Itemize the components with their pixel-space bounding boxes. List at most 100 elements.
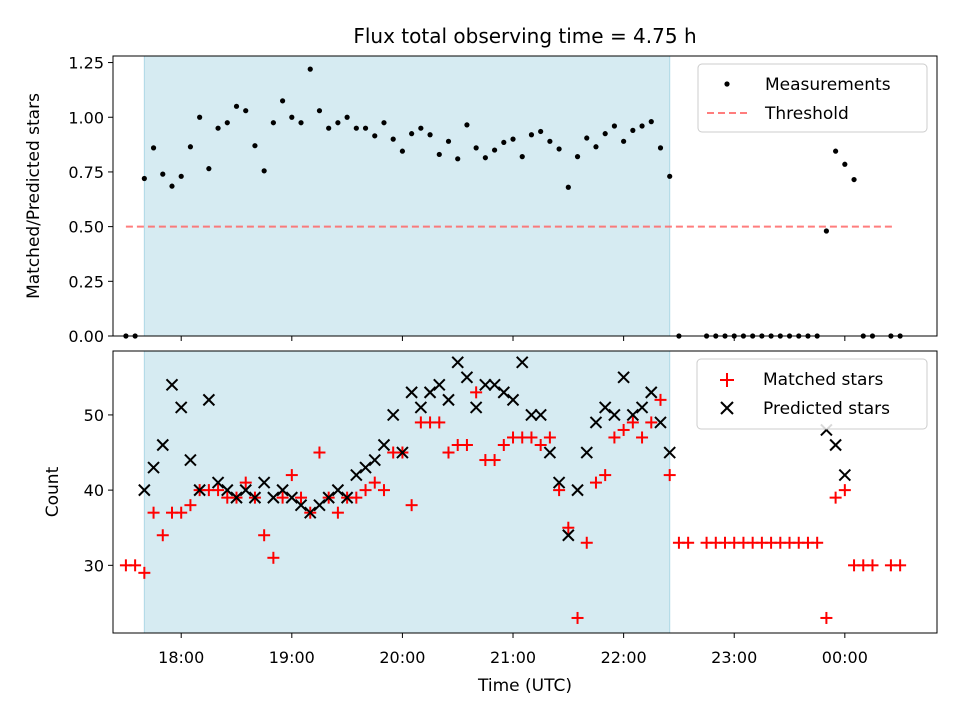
y-tick-label: 0.00 (68, 327, 104, 346)
matched-star-point (599, 469, 612, 482)
predicted-star-point (414, 401, 428, 414)
matched-star-point (534, 439, 547, 451)
y-tick-label: 0.75 (68, 163, 104, 182)
predicted-star-point (368, 453, 381, 467)
measurement-point (547, 138, 553, 144)
matched-star-point (497, 439, 510, 451)
measurement-point (639, 123, 645, 129)
predicted-star-point (248, 491, 262, 504)
top-chart-panel: Flux total observing time = 4.75 h 0.000… (24, 24, 938, 346)
measurement-point (648, 119, 654, 125)
measurement-point (270, 120, 276, 126)
measurement-point (621, 138, 627, 144)
predicted-star-point (598, 401, 612, 414)
matched-star-point (267, 551, 280, 564)
measurement-point (178, 173, 184, 179)
bottom-y-axis-label: Count (43, 466, 63, 517)
matched-star-point (866, 559, 879, 572)
measurement-point (150, 145, 157, 151)
observing-window-rect (143, 55, 671, 337)
top-x-axis-ticks (180, 336, 846, 341)
measurement-point (372, 133, 378, 139)
measurement-point (381, 120, 387, 126)
predicted-star-point (340, 491, 354, 504)
y-tick-label: 0.50 (68, 218, 104, 237)
measurement-point (289, 114, 295, 120)
predicted-star-point (294, 498, 308, 512)
measurement-point (224, 120, 230, 126)
predicted-star-point (497, 386, 511, 399)
predicted-star-point (276, 483, 289, 497)
predicted-star-point (147, 461, 160, 474)
matched-star-point (571, 611, 584, 624)
x-tick-label: 20:00 (379, 648, 425, 667)
measurement-point (169, 183, 175, 189)
predicted-star-point (460, 371, 474, 384)
measurement-point (279, 98, 286, 104)
predicted-star-point (184, 453, 197, 467)
measurement-point (528, 132, 535, 138)
measurement-point (409, 131, 415, 137)
matched-star-point (553, 484, 566, 497)
legend-predicted-label: Predicted stars (763, 399, 890, 419)
matched-star-point (212, 484, 225, 497)
y-tick-label: 0.25 (68, 272, 104, 291)
predicted-star-point (654, 416, 667, 429)
predicted-star-point (442, 393, 455, 407)
measurement-point (851, 176, 857, 183)
measurement-point (353, 125, 359, 131)
matched-star-point (285, 469, 298, 482)
predicted-star-point (304, 506, 317, 519)
matched-star-point (405, 499, 418, 512)
predicted-star-point (626, 408, 640, 422)
predicted-star-point (193, 483, 206, 497)
predicted-star-point (506, 393, 520, 407)
measurement-point (455, 156, 461, 162)
measurement-point (399, 148, 406, 154)
predicted-star-point (838, 468, 852, 482)
measurement-point (556, 146, 562, 152)
x-tick-label: 00:00 (822, 648, 868, 667)
legend-matched-marker (720, 373, 734, 387)
measurement-point (510, 136, 516, 142)
measurement-point (261, 168, 267, 174)
measurement-point (833, 148, 839, 154)
measurement-point (436, 151, 442, 158)
matched-star-point (331, 506, 344, 519)
predicted-star-point (571, 483, 584, 497)
legend-measurements-label: Measurements (765, 75, 891, 95)
measurement-point (243, 108, 249, 114)
matched-star-point (838, 484, 851, 497)
measurement-point (482, 155, 488, 161)
measurement-point (538, 128, 544, 135)
matched-star-point (276, 491, 289, 504)
matched-star-point (636, 431, 649, 444)
predicted-star-point (322, 491, 335, 504)
predicted-star-point (405, 386, 418, 399)
matched-star-point (562, 521, 575, 534)
measurement-point (206, 166, 212, 172)
matched-star-point (138, 566, 151, 579)
measurement-point (316, 108, 323, 114)
measurement-point (501, 139, 507, 146)
x-tick-label: 23:00 (711, 648, 757, 667)
x-axis-label: Time (UTC) (477, 676, 572, 696)
measurement-point (335, 120, 341, 126)
predicted-star-point (267, 491, 280, 504)
predicted-star-point (350, 468, 363, 482)
matched-star-point (433, 416, 446, 429)
matched-star-point (829, 491, 842, 504)
observing-window-shade-top (143, 55, 671, 337)
measurement-point (197, 114, 203, 120)
matched-star-point (645, 416, 658, 429)
matched-star-point (175, 506, 188, 519)
measurement-point (667, 173, 673, 179)
matched-star-point (608, 431, 621, 444)
observing-window-rect (143, 350, 671, 634)
x-tick-label: 22:00 (601, 648, 647, 667)
y-tick-label: 1.00 (68, 108, 104, 127)
bottom-y-axis-ticks: 30 40 50 (84, 406, 113, 575)
predicted-star-point (608, 408, 621, 422)
measurement-point (473, 145, 479, 151)
matched-star-point (626, 416, 639, 429)
